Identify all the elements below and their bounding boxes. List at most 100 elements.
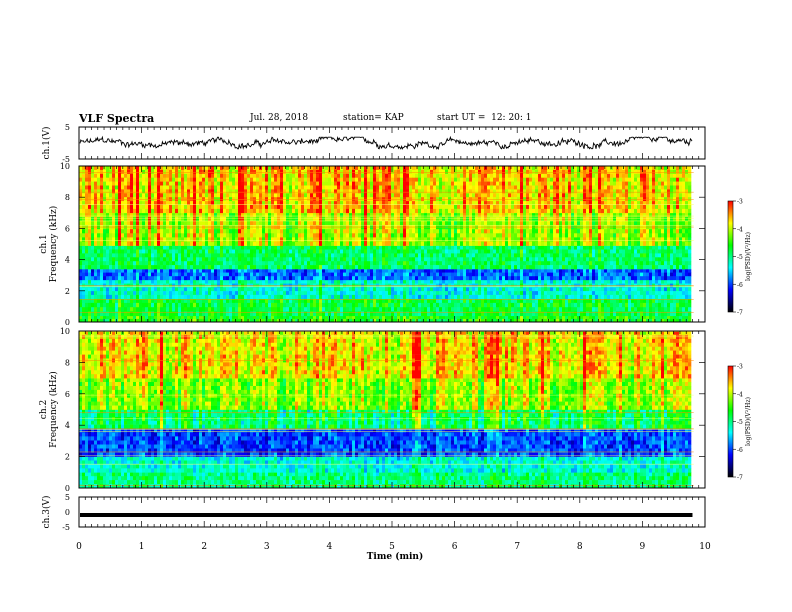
spectrogram-cell [394,276,398,281]
spectrogram-cell [364,302,368,308]
spectrogram-cell [358,302,362,308]
spectrogram-cell [457,283,461,288]
spectrogram-cell [562,257,566,262]
spectrogram-cell [136,276,140,281]
spectrogram-cell [604,276,608,281]
spectrogram-cell [517,279,521,284]
spectrogram-cell [307,315,311,320]
spectrogram-cell [166,276,170,281]
spectrogram-cell [277,279,281,284]
spectrogram-cell [553,216,557,222]
spectrogram-cell [199,302,203,308]
spectrogram-cell [232,302,236,308]
spectrogram-cell [676,249,680,254]
spectrogram-cell [478,279,482,284]
spectrogram-cell [502,216,506,222]
spectrogram-cell [163,298,167,304]
spectrogram-cell [322,311,326,317]
spectrogram-cell [367,249,371,254]
spectrogram-cell [601,249,605,254]
spectrogram-cell [286,257,290,262]
spectrogram-cell [646,221,650,226]
spectrogram-cell [271,257,275,262]
spectrogram-cell [172,265,176,270]
spectrogram-cell [157,265,161,270]
spectrogram-cell [430,279,434,284]
spectrogram-cell [310,265,314,270]
spectrogram-cell [604,265,608,270]
spectrogram-cell [127,287,131,292]
spectrogram-cell [283,287,287,292]
spectrogram-cell [361,315,365,320]
spectrogram-cell [403,279,407,284]
spectrogram-cell [145,265,149,270]
spectrogram-cell [346,249,350,254]
spectrogram-cell [667,249,671,254]
spectrogram-cell [244,298,248,304]
spectrogram-cell [184,276,188,281]
spectrogram-cell [580,311,584,317]
spectrogram-cell [370,279,374,284]
spectrogram-cell [334,287,338,292]
spectrogram-cell [133,253,137,258]
spectrogram-cell [556,272,560,277]
spectrogram-cell [400,315,404,320]
spectrogram-cell [568,212,572,218]
spectrogram-cell [124,212,128,218]
spectrogram-cell [409,216,413,222]
spectrogram-cell [322,253,326,258]
spectrogram-cell [511,302,515,308]
spectrogram-cell [412,302,416,308]
spectrogram-cell [157,216,161,222]
spectrogram-cell [439,212,443,218]
spectrogram-cell [109,294,113,299]
spectrogram-cell [325,216,329,222]
spectrogram-cell [253,216,257,222]
spectrogram-cell [652,302,656,308]
spectrogram-cell [250,302,254,308]
spectrogram-cell [445,283,449,288]
spectrogram-cell [388,298,392,304]
spectrogram-cell [157,307,161,312]
spectrogram-cell [253,315,257,320]
spectrogram-cell [115,276,119,281]
spectrogram-cell [502,265,506,270]
spectrogram-cell [553,265,557,270]
spectrogram-cell [283,302,287,308]
spectrogram-cell [664,212,668,218]
spectrogram-cell [178,257,182,262]
spectrogram-cell [418,212,422,218]
spectrogram-cell [397,291,401,296]
spectrogram-cell [319,269,323,273]
spectrogram-cell [199,257,203,262]
spectrogram-cell [127,302,131,308]
spectrogram-cell [673,245,677,250]
spectrogram-cell [193,216,197,222]
spectrogram-cell [601,272,605,277]
spectrogram-cell [175,307,179,312]
spectrogram-cell [124,272,128,277]
spectrogram-cell [610,279,614,284]
spectrogram-cell [460,249,464,254]
spectrogram-cell [355,265,359,270]
spectrogram-cell [508,302,512,308]
spectrogram-cell [325,257,329,262]
spectrogram-cell [394,245,398,250]
spectrogram-cell [526,253,530,258]
spectrogram-cell [268,221,272,226]
spectrogram-cell [199,249,203,254]
spectrogram-cell [337,221,341,226]
spectrogram-cell [412,298,416,304]
spectrogram-cell [103,257,107,262]
spectrogram-cell [577,283,581,288]
spectrogram-cell [316,315,320,320]
spectrogram-cell [265,287,269,292]
spectrogram-cell [271,261,275,266]
spectrogram-cell [244,279,248,284]
spectrogram-cell [595,291,599,296]
spectrogram-cell [250,216,254,222]
spectrogram-cell [286,311,290,317]
spectrogram-cell [463,276,467,281]
spectrogram-cell [583,269,587,273]
spectrogram-cell [574,269,578,273]
